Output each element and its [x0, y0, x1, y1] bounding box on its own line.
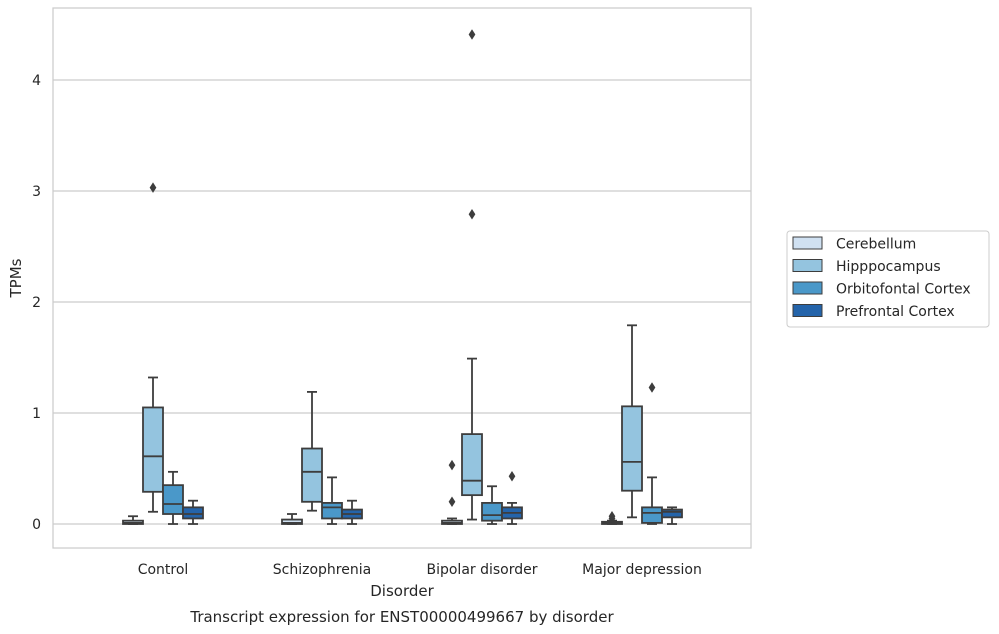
box-hipppocampus [142, 182, 164, 513]
box-iqr [142, 406, 164, 493]
boxes [122, 29, 683, 525]
box-orbitofontal-cortex [481, 485, 503, 525]
y-tick-label: 3 [32, 184, 41, 200]
box-hipppocampus [461, 29, 483, 521]
x-tick-label: Major depression [582, 562, 702, 578]
x-tick-labels: Control Schizophrenia Bipolar disorder Majo… [138, 562, 702, 578]
outlier-point [468, 209, 476, 220]
outlier-point [608, 510, 616, 522]
box-hipppocampus [301, 391, 323, 512]
box-hipppocampus [621, 324, 643, 519]
legend-swatch [792, 236, 823, 250]
box-cerebellum [441, 459, 463, 525]
legend-swatch [792, 259, 823, 272]
box-iqr [321, 502, 343, 520]
box-iqr [281, 518, 303, 525]
outlier-point [508, 471, 516, 482]
y-tick-label: 0 [32, 517, 41, 533]
legend-label: Prefrontal Cortex [836, 304, 955, 320]
legend-label: Orbitofontal Cortex [836, 282, 971, 298]
box-prefrontal-cortex [341, 499, 363, 525]
outlier-point [648, 382, 656, 393]
legend-swatch [792, 304, 823, 317]
box-cerebellum [601, 510, 623, 525]
box-iqr [461, 433, 483, 497]
box-prefrontal-cortex [182, 499, 204, 525]
outlier-point [468, 29, 476, 40]
chart-caption: Transcript expression for ENST0000049966… [189, 608, 614, 626]
box-iqr [162, 484, 184, 515]
box-iqr [481, 502, 503, 522]
box-cerebellum [122, 515, 144, 525]
x-axis-title: Disorder [370, 582, 434, 600]
box-cerebellum [281, 513, 303, 525]
y-tick-label: 2 [32, 295, 41, 311]
y-tick-label: 1 [32, 406, 41, 422]
legend-frame [786, 230, 990, 328]
legend: Cerebellum Hipppocampus Orbitofontal Corte… [786, 230, 990, 328]
box-orbitofontal-cortex [321, 476, 343, 525]
box-iqr [661, 508, 683, 519]
box-iqr [641, 506, 663, 524]
box-orbitofontal-cortex [162, 470, 184, 525]
outlier-point [149, 182, 157, 193]
legend-label: Cerebellum [836, 237, 916, 253]
x-tick-label: Bipolar disorder [426, 562, 537, 578]
outlier-point [448, 496, 456, 508]
box-orbitofontal-cortex [641, 382, 663, 525]
y-axis-title: TPMs [7, 258, 25, 298]
box-iqr [621, 405, 643, 492]
box-iqr [301, 447, 323, 503]
x-tick-label: Schizophrenia [273, 562, 371, 578]
outlier-point [448, 459, 456, 471]
x-tick-label: Control [138, 562, 189, 578]
y-tick-labels: 0 1 2 3 4 [32, 73, 41, 533]
y-tick-label: 4 [32, 73, 41, 89]
box-iqr [182, 506, 204, 520]
legend-swatch [792, 281, 823, 295]
legend-label: Hipppocampus [836, 259, 941, 275]
plot-frame [52, 7, 752, 549]
box-prefrontal-cortex [501, 471, 523, 525]
box-prefrontal-cortex [661, 506, 683, 525]
